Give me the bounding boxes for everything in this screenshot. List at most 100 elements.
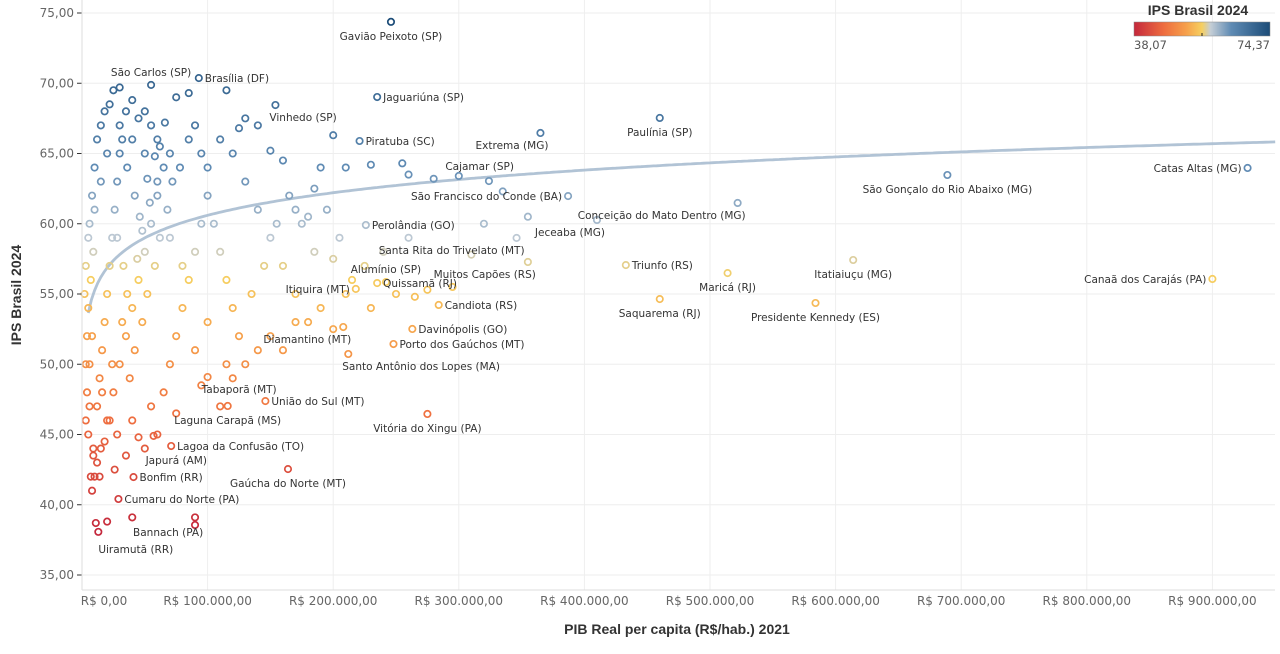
legend-title: IPS Brasil 2024 — [1148, 2, 1249, 18]
data-point — [310, 184, 319, 193]
labeled-data-point — [271, 100, 280, 110]
data-point — [109, 388, 118, 397]
data-point — [133, 254, 142, 263]
data-point — [190, 247, 200, 256]
point-label: Tabaporã (MT) — [201, 384, 277, 396]
data-point — [366, 160, 375, 169]
data-point — [90, 163, 99, 172]
data-point — [335, 233, 344, 242]
data-point — [115, 121, 124, 130]
data-point — [93, 135, 102, 144]
data-point — [128, 416, 137, 425]
data-point — [130, 191, 139, 200]
point-label: Saquarema (RJ) — [619, 308, 701, 320]
data-point — [197, 381, 206, 390]
data-point — [329, 131, 338, 140]
data-point — [134, 114, 143, 123]
data-point — [128, 513, 137, 522]
data-point — [89, 444, 98, 453]
labeled-data-point — [149, 431, 158, 440]
point-label: Vinhedo (SP) — [269, 112, 336, 124]
labeled-data-point — [484, 176, 493, 186]
data-point — [103, 149, 112, 158]
data-point — [115, 83, 124, 92]
data-point — [347, 275, 357, 285]
data-point — [123, 163, 132, 172]
data-point — [523, 212, 532, 221]
data-point — [89, 451, 98, 460]
data-point — [110, 205, 119, 214]
data-point — [216, 402, 225, 411]
data-point — [113, 233, 122, 242]
data-point — [98, 346, 107, 355]
labeled-data-point — [655, 295, 664, 304]
labeled-data-point — [114, 494, 123, 504]
data-point — [291, 205, 300, 214]
labeled-data-point — [1243, 163, 1252, 173]
data-point — [82, 332, 92, 341]
data-point — [310, 247, 319, 256]
data-point — [128, 135, 137, 144]
data-point — [391, 289, 401, 299]
point-label: Vitória do Xingu (PA) — [373, 423, 481, 435]
data-point — [222, 275, 231, 285]
data-point — [84, 430, 93, 439]
data-point — [134, 275, 143, 285]
data-point — [150, 261, 159, 270]
data-point — [228, 149, 237, 158]
data-point — [103, 517, 112, 526]
x-tick-label: R$ 800.000,00 — [1043, 594, 1132, 608]
data-point — [278, 261, 288, 270]
point-label: Gaúcha do Norte (MT) — [230, 478, 346, 490]
labeled-data-point — [811, 298, 820, 308]
data-point — [291, 318, 300, 327]
data-point — [87, 486, 97, 495]
x-axis-title: PIB Real per capita (R$/hab.) 2021 — [564, 621, 790, 637]
data-point — [95, 472, 104, 481]
data-point — [360, 261, 369, 270]
labeled-data-point — [389, 339, 398, 349]
data-point — [172, 332, 181, 341]
point-label: Perolândia (GO) — [372, 220, 455, 232]
labeled-data-point — [94, 527, 103, 536]
data-point — [429, 174, 438, 183]
labeled-data-point — [129, 473, 138, 482]
point-label: Bannach (PA) — [133, 527, 203, 539]
data-point — [165, 149, 174, 158]
data-point — [266, 332, 275, 341]
point-label: Quissamã (RJ) — [383, 278, 457, 290]
labeled-data-point — [621, 261, 630, 270]
data-point — [100, 107, 109, 116]
data-point — [113, 430, 122, 439]
data-point — [304, 212, 313, 221]
x-tick-label: R$ 600.000,00 — [791, 594, 880, 608]
data-point — [91, 518, 100, 528]
data-point — [81, 261, 90, 270]
data-point — [190, 121, 200, 130]
data-point — [86, 472, 95, 481]
point-label: Bonfim (RR) — [139, 472, 202, 484]
point-label: Triunfo (RS) — [631, 260, 693, 272]
labeled-data-point — [1208, 274, 1217, 284]
labeled-data-point — [943, 170, 952, 180]
data-point — [278, 156, 288, 165]
labeled-data-point — [849, 255, 858, 265]
point-label: Lagoa da Confusão (TO) — [177, 441, 304, 453]
data-point — [115, 149, 124, 158]
data-point — [398, 159, 407, 168]
y-tick-label: 60,00 — [40, 217, 74, 231]
data-point — [454, 171, 463, 181]
labeled-data-point — [351, 284, 360, 293]
data-point — [119, 261, 128, 270]
data-point — [82, 388, 92, 397]
data-point — [123, 289, 132, 299]
data-point — [128, 96, 137, 105]
x-tick-label: R$ 300.000,00 — [415, 594, 504, 608]
labeled-data-point — [223, 401, 232, 411]
point-label: Candiota (RS) — [445, 300, 517, 312]
point-label: Maricá (RJ) — [699, 282, 756, 294]
data-point — [498, 187, 507, 196]
data-point — [404, 233, 413, 242]
point-label: Japurá (AM) — [145, 455, 207, 467]
data-point — [247, 289, 256, 299]
